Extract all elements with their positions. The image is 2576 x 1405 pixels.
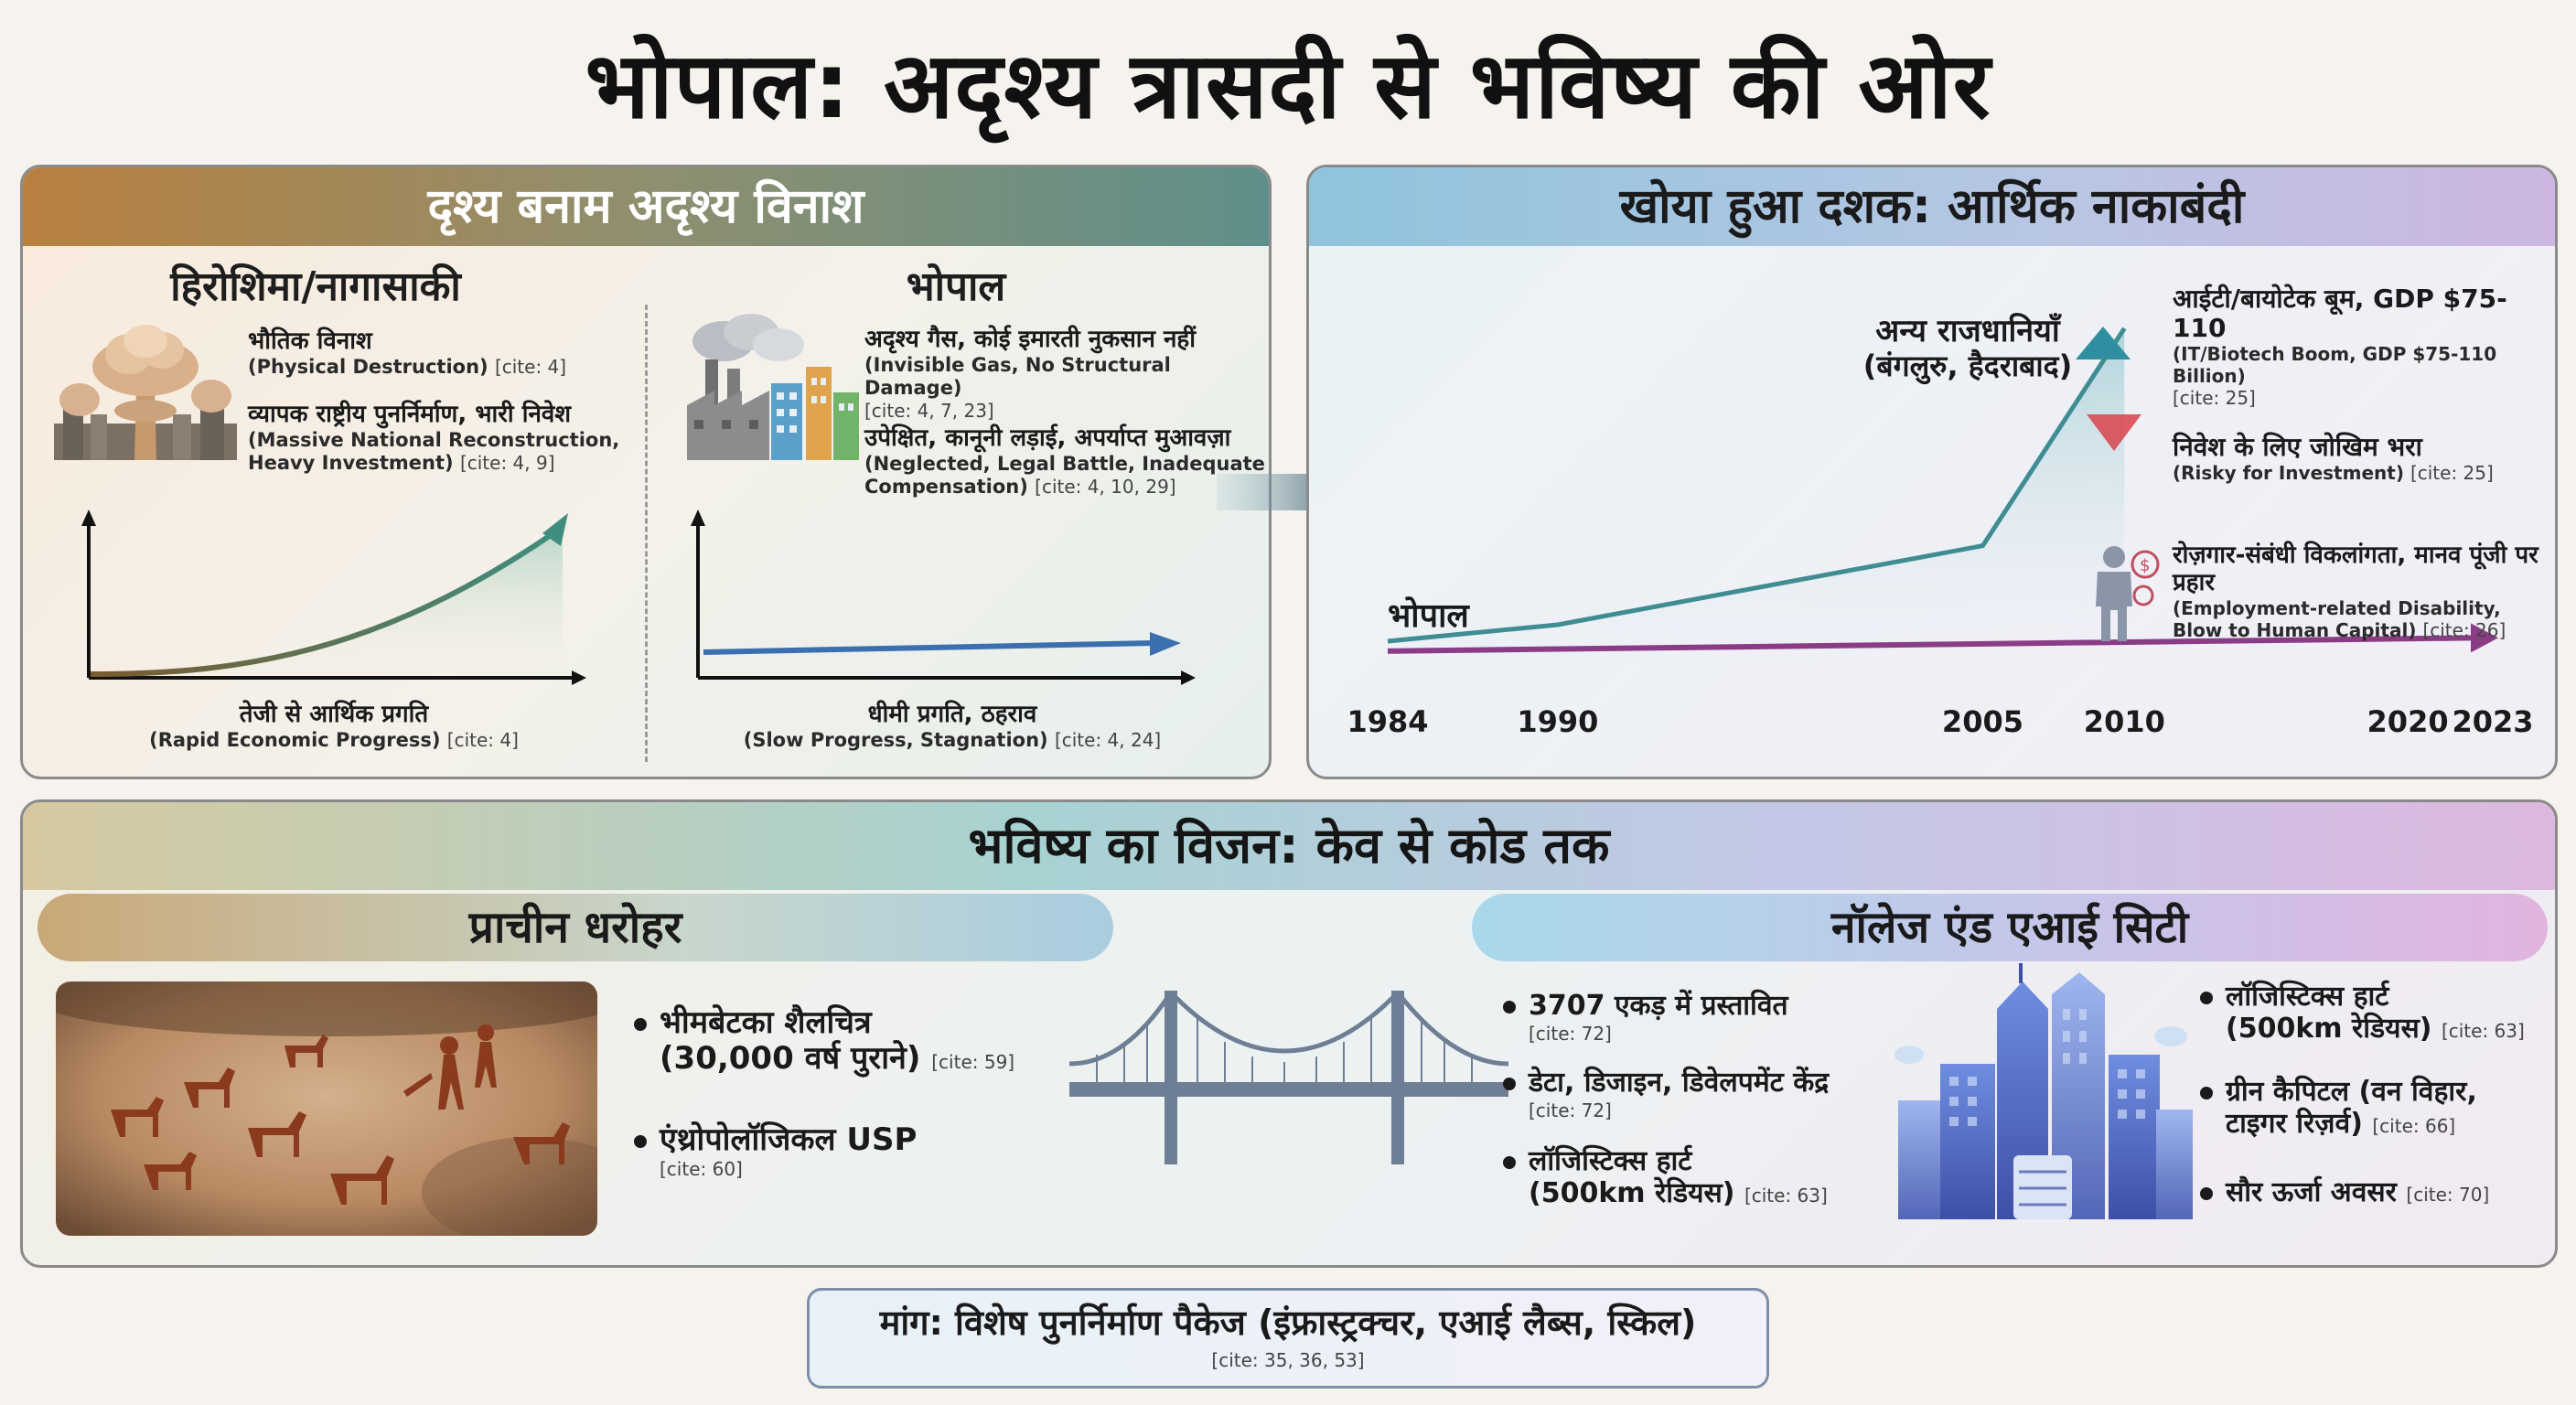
panel-header-future: भविष्य का विजन: केव से कोड तक — [23, 802, 2555, 890]
x-tick-label: 2010 — [2083, 704, 2165, 739]
risk-triangle-icon — [2087, 414, 2141, 451]
others-label: अन्य राजधानियाँ (बंगलुरु, हैदराबाद) — [1862, 313, 2073, 384]
lost-decade-panel: खोया हुआ दशक: आर्थिक नाकाबंदी अन्य राजधा… — [1306, 165, 2558, 779]
factory-icon — [687, 314, 861, 460]
panel-header-economy: खोया हुआ दशक: आर्थिक नाकाबंदी — [1309, 167, 2555, 246]
mushroom-cloud-icon — [54, 323, 237, 460]
hiroshima-heading: हिरोशिमा/नागासाकी — [170, 263, 461, 310]
main-title: भोपाल: अदृश्य त्रासदी से भविष्य की ओर — [585, 32, 1991, 139]
ai-city-left-item-1: 3707 एकड़ में प्रस्तावित [cite: 72] — [1503, 990, 1924, 1045]
column-divider — [645, 305, 648, 762]
heritage-pill: प्राचीन धरोहर — [38, 894, 1113, 961]
demand-box: मांग: विशेष पुनर्निर्माण पैकेज (इंफ्रास्… — [807, 1288, 1769, 1389]
demand-cite: [cite: 35, 36, 53] — [1211, 1348, 1365, 1371]
future-vision-panel: भविष्य का विजन: केव से कोड तक प्राचीन धर… — [20, 799, 2558, 1268]
visible-vs-invisible-panel: दृश्य बनाम अदृश्य विनाश हिरोशिमा/नागासाक… — [20, 165, 1272, 779]
bhopal-heading: भोपाल — [906, 263, 1006, 310]
risky-investment-annotation: निवेश के लिए जोखिम भरा (Risky for Invest… — [2173, 432, 2494, 485]
demand-text: मांग: विशेष पुनर्निर्माण पैकेज (इंफ्रास्… — [879, 1303, 1697, 1343]
it-boom-annotation: आईटी/बायोटेक बूम, GDP $75-110 (IT/Biotec… — [2173, 284, 2507, 410]
skyscraper-city-icon — [1885, 963, 2196, 1219]
bhopal-arrow-head — [2471, 623, 2498, 653]
ai-city-left-item-3: लॉजिस्टिक्स हार्ट (500km रेडियस) [cite: … — [1503, 1145, 1924, 1209]
x-tick-label: 1990 — [1517, 704, 1599, 739]
x-tick-label: 1984 — [1347, 704, 1429, 739]
hiroshima-item-2: व्यापक राष्ट्रीय पुनर्निर्माण, भारी निवे… — [248, 401, 620, 475]
economy-line-chart — [1387, 327, 2498, 658]
bhopal-series-label: भोपाल — [1388, 597, 1469, 635]
slow-progress-caption: धीमी प्रगति, ठहराव (Slow Progress, Stagn… — [743, 701, 1162, 751]
cave-painting-image — [56, 981, 597, 1236]
disabled-worker-icon: $ — [2087, 542, 2163, 643]
series-line-others — [1387, 327, 2127, 644]
bhopal-item-1: अदृश्य गैस, कोई इमारती नुकसान नहीं (Invi… — [864, 326, 1196, 423]
ai-city-pill: नॉलेज एंड एआई सिटी — [1472, 894, 2548, 961]
others-area-fill — [1388, 328, 2125, 658]
x-tick-label: 2023 — [2452, 704, 2534, 739]
slow-progress-mini-chart — [687, 506, 1199, 689]
ai-city-right-item-2: ग्रीन कैपिटल (वन विहार, टाइगर रिज़र्व) [… — [2200, 1076, 2548, 1140]
human-capital-annotation: रोज़गार-संबंधी विकलांगता, मानव पूंजी पर … — [2173, 542, 2538, 641]
bhopal-item-2: उपेक्षित, कानूनी लड़ाई, अपर्याप्त मुआवज़… — [864, 424, 1265, 499]
rise-triangle-icon — [2076, 327, 2131, 359]
x-tick-label: 2005 — [1941, 704, 2023, 739]
ai-city-left-item-2: डेटा, डिजाइन, डिवेलपमेंट केंद्र [cite: 7… — [1503, 1067, 1924, 1121]
hiroshima-item-1: भौतिक विनाश (Physical Destruction) [cite… — [248, 327, 567, 378]
rapid-progress-mini-chart — [78, 506, 590, 689]
rapid-progress-caption: तेजी से आर्थिक प्रगति (Rapid Economic Pr… — [149, 701, 519, 751]
heritage-item-2: एंथ्रोपोलॉजिकल USP [cite: 60] — [634, 1121, 1146, 1180]
ai-city-right-item-1: लॉजिस्टिक्स हार्ट (500km रेडियस) [cite: … — [2200, 981, 2548, 1045]
series-line-bhopal — [1387, 635, 2472, 654]
x-tick-label: 2020 — [2367, 704, 2449, 739]
suspension-bridge-icon — [1068, 981, 1509, 1164]
panel-header-visible: दृश्य बनाम अदृश्य विनाश — [23, 167, 1269, 246]
heritage-item-1: भीमबेटका शैलचित्र (30,000 वर्ष पुराने) [… — [634, 1004, 1146, 1077]
svg-text:$: $ — [2140, 556, 2150, 575]
ai-city-right-item-3: सौर ऊर्जा अवसर [cite: 70] — [2200, 1176, 2548, 1209]
